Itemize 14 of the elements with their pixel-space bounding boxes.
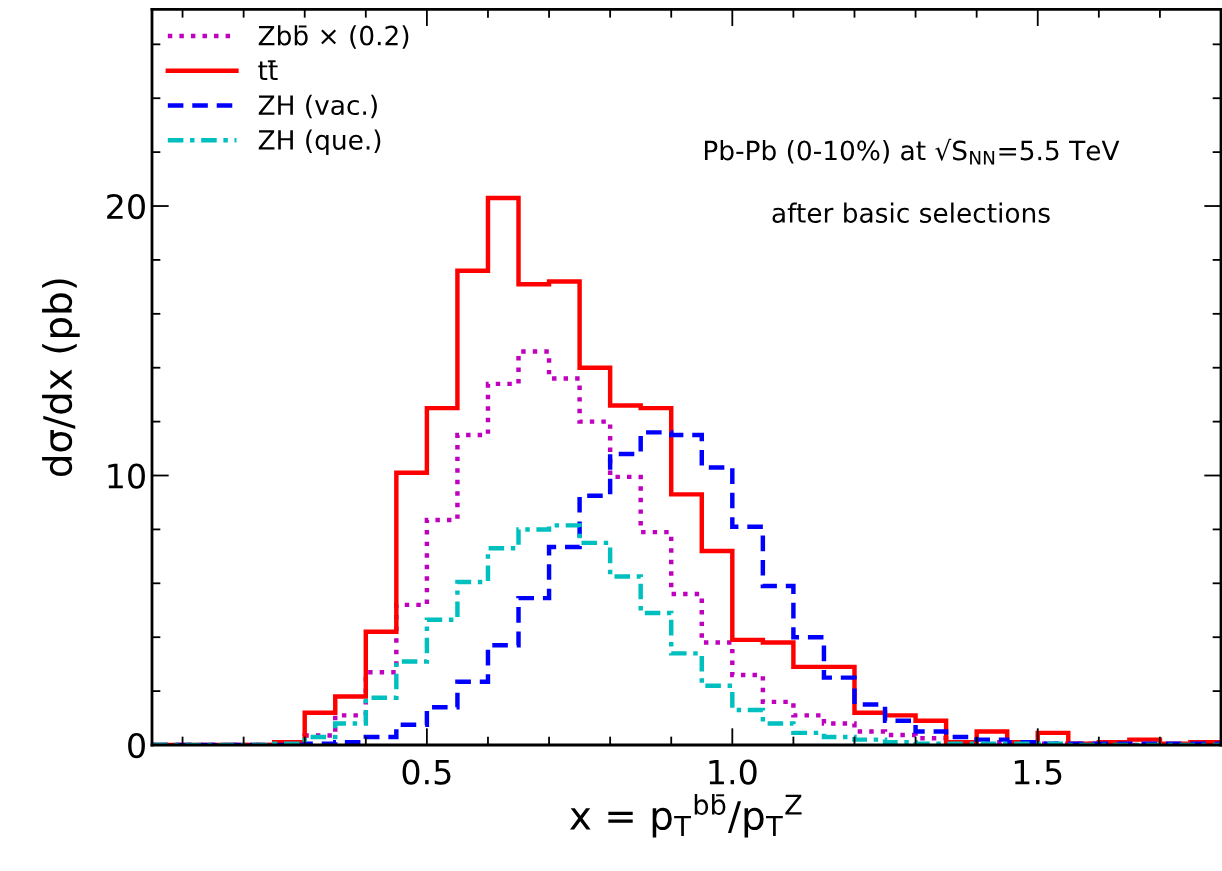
legend-label: Zbb̄ × (0.2) xyxy=(258,25,409,49)
y-tick-label: 0 xyxy=(128,732,145,759)
legend-label: tt̄ xyxy=(258,60,278,80)
legend-label: ZH (vac.) xyxy=(258,94,377,119)
x-tick-label: 1.5 xyxy=(1014,759,1062,785)
x-tick-label: 0.5 xyxy=(402,759,451,785)
x-tick-label: 1.0 xyxy=(709,759,757,785)
annotation: Pb-Pb (0-10%) at √S$_{NN}$=5.5 TeV xyxy=(704,138,1120,165)
y-tick-label: 10 xyxy=(108,463,145,489)
annotation: after basic selections xyxy=(772,202,1050,223)
legend-label: ZH (que.) xyxy=(258,129,381,155)
x-axis-title: x = p$_{T}$$^{bb̄}$/p$_{T}$$^{Z}$ xyxy=(569,793,802,838)
y-axis-title: dσ/dx (pb) xyxy=(42,279,80,477)
y-tick-label: 20 xyxy=(107,193,145,220)
